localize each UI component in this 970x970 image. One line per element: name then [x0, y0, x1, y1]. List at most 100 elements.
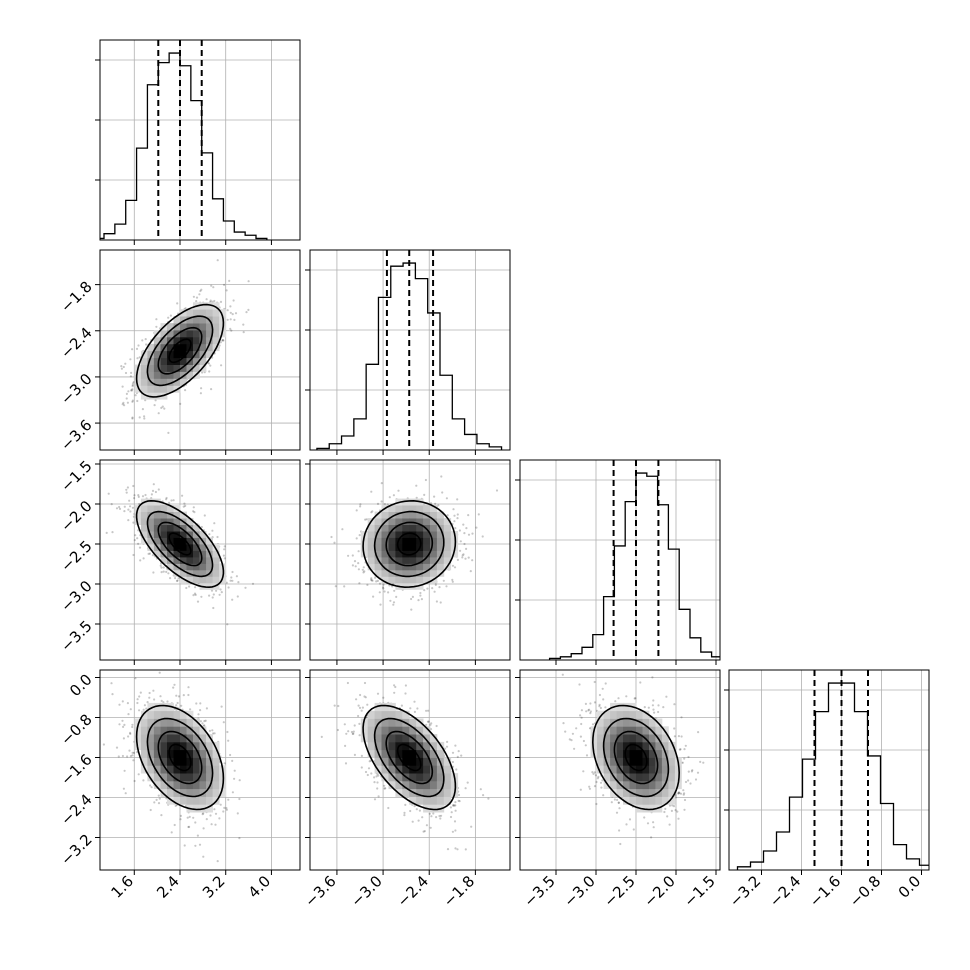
density-cell [140, 392, 148, 400]
sample-point [475, 526, 478, 529]
contour-line [157, 326, 203, 375]
density-cell [206, 343, 213, 352]
sample-point [136, 357, 139, 360]
sample-point [441, 491, 444, 494]
sample-point [188, 815, 191, 819]
sample-point [200, 288, 203, 291]
sample-point [457, 793, 461, 797]
sample-point [121, 754, 124, 758]
density-cell [180, 364, 187, 372]
sample-point [120, 365, 123, 368]
density-cell [199, 569, 207, 577]
density-cell [140, 531, 148, 538]
density-cell [153, 378, 161, 386]
sample-point [455, 768, 458, 771]
sample-point [180, 704, 183, 707]
sample-point [226, 318, 229, 321]
sample-point [233, 318, 236, 321]
density-cell [173, 710, 181, 719]
density-cell [199, 563, 207, 571]
density-cell [173, 773, 181, 782]
density-cell [436, 537, 445, 545]
sample-point [207, 362, 211, 365]
contour-line [385, 521, 434, 567]
sample-point [121, 403, 124, 406]
sample-point [237, 581, 240, 584]
density-cell [436, 518, 445, 525]
density-cell [423, 524, 431, 532]
sample-point [111, 531, 114, 534]
sample-point [123, 505, 126, 508]
density-cell [140, 734, 148, 743]
sample-point [127, 735, 130, 738]
density-cell [160, 788, 168, 797]
sample-point [195, 300, 198, 303]
density-cell [153, 726, 161, 735]
density-cell [402, 518, 410, 525]
sample-point [437, 504, 440, 507]
density-cell [199, 557, 207, 564]
sample-point [127, 390, 130, 393]
density-cell [180, 726, 187, 735]
sample-point [223, 548, 226, 551]
sample-point [381, 586, 385, 589]
density-cell [436, 511, 445, 519]
density-cell [180, 524, 187, 532]
sample-point [231, 759, 234, 763]
sample-point [199, 702, 202, 705]
density-cell [395, 557, 403, 564]
sample-point [131, 416, 134, 419]
density-cell [409, 524, 417, 532]
sample-point [370, 490, 373, 493]
scatter-panel-2-1 [305, 459, 511, 665]
density-cell [212, 765, 220, 774]
sample-point [227, 586, 230, 589]
sample-point [346, 681, 349, 685]
sample-point [192, 816, 195, 819]
y-tick-label: −3.2 [57, 830, 95, 868]
sample-point [159, 564, 162, 567]
sample-point [453, 820, 457, 823]
sample-point [357, 568, 360, 571]
sample-point [121, 385, 124, 388]
sample-point [220, 364, 223, 367]
density-cell [167, 718, 174, 727]
density-cell [193, 773, 200, 782]
sample-point [454, 744, 457, 747]
sample-point [366, 773, 369, 777]
sample-point [232, 299, 235, 302]
density-cell [206, 765, 213, 774]
density-cell [212, 309, 220, 317]
density-cell [193, 350, 200, 359]
sample-point [334, 585, 337, 588]
y-tick-label: −2.4 [57, 324, 95, 362]
density-cell [180, 557, 187, 564]
density-cell [153, 371, 161, 379]
sample-point [202, 855, 205, 858]
density-cell [167, 364, 174, 372]
density-cell [134, 385, 142, 393]
sample-point [459, 549, 462, 552]
y-tick-label: −3.0 [57, 577, 95, 615]
sample-point [440, 475, 443, 478]
sample-point [123, 769, 126, 772]
density-cell [374, 531, 382, 538]
sample-point [363, 681, 367, 685]
density-cell [180, 788, 187, 797]
sample-point [347, 554, 350, 557]
sample-point [137, 495, 140, 498]
sample-point [435, 600, 438, 603]
density-cell [160, 749, 168, 758]
density-cell [409, 531, 417, 538]
density-cell [186, 323, 194, 331]
sample-point [438, 586, 441, 589]
sample-point [231, 791, 234, 794]
density-cell [193, 316, 200, 324]
density-cell [140, 765, 148, 774]
density-cell [423, 531, 431, 538]
density-cell [212, 757, 220, 766]
density-cell [367, 544, 375, 551]
density-cell [416, 505, 424, 512]
sample-point [202, 812, 205, 815]
sample-point [469, 570, 472, 573]
